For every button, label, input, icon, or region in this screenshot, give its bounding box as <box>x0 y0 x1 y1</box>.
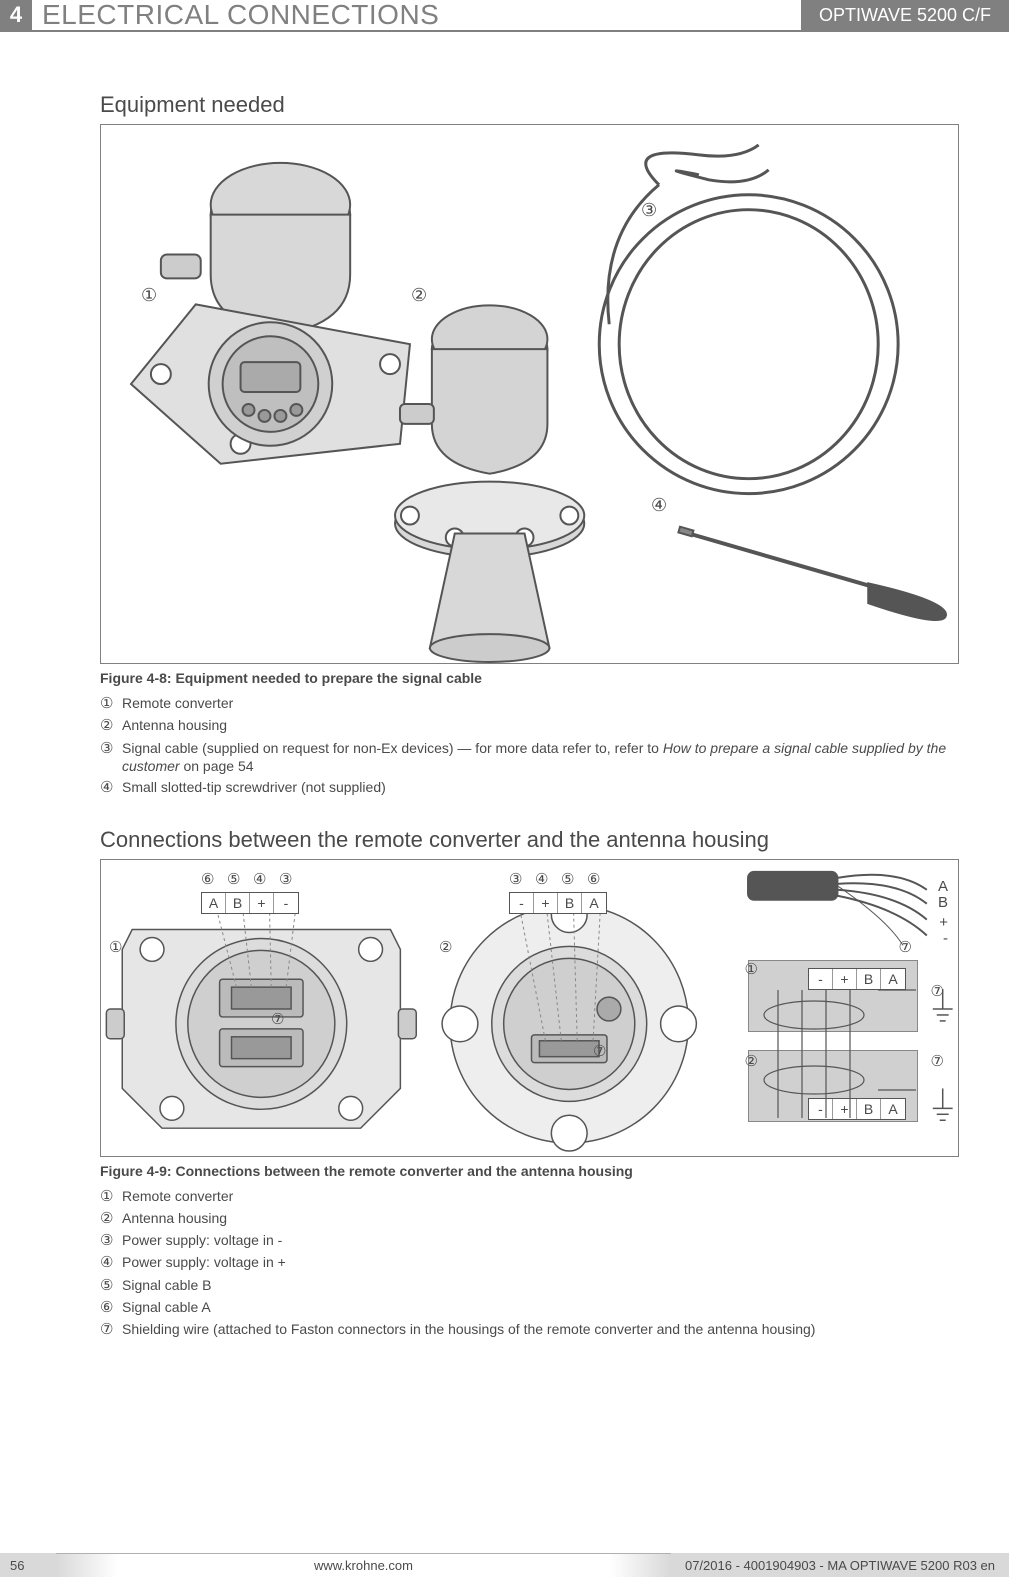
footer-url: www.krohne.com <box>56 1553 671 1577</box>
page-footer: 56 www.krohne.com 07/2016 - 4001904903 -… <box>0 1553 1009 1577</box>
figure-4-8: ① ② ③ ④ <box>100 124 959 664</box>
callout-3: ③ <box>279 870 292 888</box>
terminal-cell: + <box>534 893 558 913</box>
product-name: OPTIWAVE 5200 C/F <box>801 0 1009 30</box>
terminal-cell: + <box>833 1099 857 1119</box>
callout-4: ④ <box>535 870 548 888</box>
terminal-cell: B <box>857 969 881 989</box>
terminal-cell: + <box>250 893 274 913</box>
legend-num: ⑤ <box>100 1276 122 1296</box>
figure-4-8-caption: Figure 4-8: Equipment needed to prepare … <box>100 670 959 686</box>
legend-num: ② <box>100 1209 122 1229</box>
wire-label-plus: + <box>939 914 948 931</box>
page-number: 56 <box>0 1553 56 1577</box>
page-content: Equipment needed <box>0 32 1009 1340</box>
legend-text: Antenna housing <box>122 1209 959 1228</box>
callout-7: ⑦ <box>931 982 944 1000</box>
terminal-cell: B <box>857 1099 881 1119</box>
terminal-labels-schem1: - + B A <box>808 968 906 990</box>
legend-row: ④Power supply: voltage in + <box>100 1253 959 1273</box>
terminal-cell: A <box>202 893 226 913</box>
legend-text: Signal cable B <box>122 1276 959 1295</box>
figure-4-9-legend: ①Remote converter ②Antenna housing ③Powe… <box>100 1187 959 1341</box>
legend-text: Signal cable A <box>122 1298 959 1317</box>
legend-text: Small slotted-tip screwdriver (not suppl… <box>122 778 959 797</box>
legend-num: ④ <box>100 1253 122 1273</box>
callout-1: ① <box>109 938 122 956</box>
wire-label-minus: - <box>943 930 948 947</box>
legend-num: ② <box>100 716 122 736</box>
callout-5: ⑤ <box>561 870 574 888</box>
legend-row: ④ Small slotted-tip screwdriver (not sup… <box>100 778 959 798</box>
legend-text-part: on page 54 <box>180 758 254 774</box>
terminal-cell: - <box>510 893 534 913</box>
figure-4-8-legend: ① Remote converter ② Antenna housing ③ S… <box>100 694 959 799</box>
section-title-connections: Connections between the remote converter… <box>100 827 959 853</box>
legend-text: Power supply: voltage in + <box>122 1253 959 1272</box>
callout-1: ① <box>745 960 758 978</box>
legend-row: ⑥Signal cable A <box>100 1298 959 1318</box>
callout-2: ② <box>439 938 452 956</box>
legend-row: ③Power supply: voltage in - <box>100 1231 959 1251</box>
chapter-number: 4 <box>0 0 32 30</box>
terminal-cell: B <box>226 893 250 913</box>
figure-4-9-caption: Figure 4-9: Connections between the remo… <box>100 1163 959 1179</box>
legend-text: Remote converter <box>122 694 959 713</box>
terminal-cell: A <box>881 1099 905 1119</box>
legend-row: ③ Signal cable (supplied on request for … <box>100 739 959 777</box>
callout-7: ⑦ <box>271 1010 284 1028</box>
page-header: 4 ELECTRICAL CONNECTIONS OPTIWAVE 5200 C… <box>0 0 1009 32</box>
legend-text: Shielding wire (attached to Faston conne… <box>122 1320 959 1339</box>
terminal-cell: A <box>582 893 606 913</box>
legend-row: ①Remote converter <box>100 1187 959 1207</box>
legend-text-part: Signal cable (supplied on request for no… <box>122 740 663 756</box>
terminal-labels-mid: - + B A <box>509 892 607 914</box>
legend-text: Antenna housing <box>122 716 959 735</box>
legend-row: ① Remote converter <box>100 694 959 714</box>
legend-row: ⑦Shielding wire (attached to Faston conn… <box>100 1320 959 1340</box>
figure-4-9: A B + - ⑥ ⑤ ④ ③ - + B A ③ ④ ⑤ ⑥ A B + - … <box>100 859 959 1157</box>
terminal-cell: - <box>809 1099 833 1119</box>
legend-num: ① <box>100 1187 122 1207</box>
legend-text: Signal cable (supplied on request for no… <box>122 739 959 777</box>
terminal-labels-schem2: - + B A <box>808 1098 906 1120</box>
callout-7: ⑦ <box>593 1042 606 1060</box>
legend-num: ⑦ <box>100 1320 122 1340</box>
wire-label-a: A <box>938 878 948 895</box>
footer-doc-id: 07/2016 - 4001904903 - MA OPTIWAVE 5200 … <box>671 1553 1009 1577</box>
callout-7: ⑦ <box>899 938 912 956</box>
legend-num: ③ <box>100 1231 122 1251</box>
legend-row: ② Antenna housing <box>100 716 959 736</box>
legend-text: Power supply: voltage in - <box>122 1231 959 1250</box>
callout-5: ⑤ <box>227 870 240 888</box>
legend-text: Remote converter <box>122 1187 959 1206</box>
terminal-cell: - <box>809 969 833 989</box>
legend-num: ① <box>100 694 122 714</box>
callout-2: ② <box>411 285 427 306</box>
callout-7: ⑦ <box>931 1052 944 1070</box>
terminal-cell: - <box>274 893 298 913</box>
wire-label-b: B <box>938 894 948 911</box>
callout-4: ④ <box>253 870 266 888</box>
callout-3: ③ <box>641 200 657 221</box>
callout-1: ① <box>141 285 157 306</box>
section-title-equipment: Equipment needed <box>100 92 959 118</box>
figure-4-8-svg <box>101 125 958 663</box>
callout-3: ③ <box>509 870 522 888</box>
callout-6: ⑥ <box>201 870 214 888</box>
terminal-cell: A <box>881 969 905 989</box>
legend-num: ④ <box>100 778 122 798</box>
terminal-labels-left: A B + - <box>201 892 299 914</box>
callout-2: ② <box>745 1052 758 1070</box>
legend-num: ③ <box>100 739 122 759</box>
terminal-cell: B <box>558 893 582 913</box>
legend-row: ②Antenna housing <box>100 1209 959 1229</box>
callout-6: ⑥ <box>587 870 600 888</box>
legend-num: ⑥ <box>100 1298 122 1318</box>
terminal-cell: + <box>833 969 857 989</box>
legend-row: ⑤Signal cable B <box>100 1276 959 1296</box>
chapter-title: ELECTRICAL CONNECTIONS <box>32 0 801 30</box>
callout-4: ④ <box>651 495 667 516</box>
